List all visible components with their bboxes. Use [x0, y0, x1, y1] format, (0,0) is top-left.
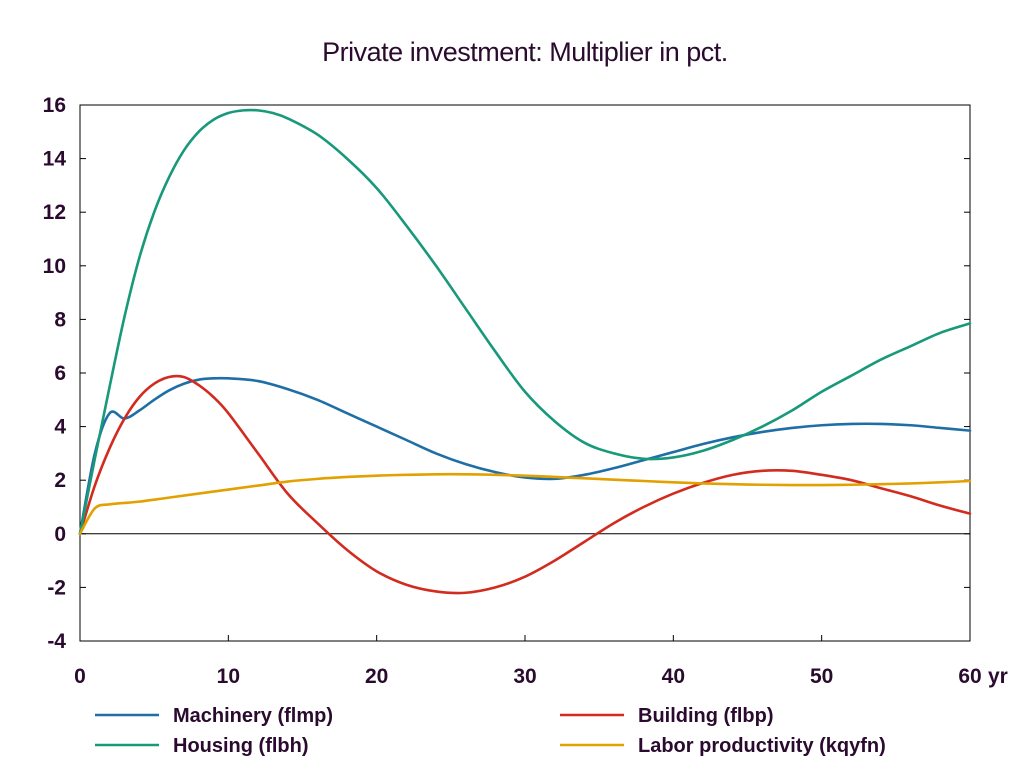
- x-tick-label: 30: [513, 665, 536, 688]
- y-tick-label: 2: [54, 469, 66, 492]
- x-tick-label: 40: [662, 665, 685, 688]
- y-tick-label: 0: [54, 523, 66, 546]
- y-tick-label: -2: [47, 576, 66, 599]
- series-line-machinery-flmp: [78, 376, 972, 536]
- x-tick-label: 0: [74, 665, 86, 688]
- series-line-building-flbp: [78, 374, 972, 595]
- x-unit-label: yr: [988, 665, 1008, 688]
- chart-title: Private investment: Multiplier in pct.: [322, 37, 728, 67]
- y-tick-label: 12: [43, 201, 66, 224]
- legend: Machinery (flmp) Building (flbp) Housing (…: [95, 705, 886, 757]
- y-tick-label: 8: [54, 308, 66, 331]
- y-tick-label: 4: [54, 416, 66, 439]
- y-tick-label: 14: [43, 148, 67, 171]
- y-tick-label: 6: [54, 362, 66, 385]
- x-tick-label: 50: [810, 665, 833, 688]
- legend-label-machinery-flmp: Machinery (flmp): [173, 705, 333, 727]
- x-tick-label: 10: [217, 665, 240, 688]
- series-line-labor-productivity-kqyfn: [78, 472, 972, 536]
- legend-label-labor-productivity-kqyfn: Labor productivity (kqyfn): [638, 735, 886, 757]
- y-tick-label: -4: [47, 630, 66, 653]
- x-tick-label: 60: [958, 665, 981, 688]
- x-tick-label: 20: [365, 665, 388, 688]
- series-lines: [78, 108, 972, 595]
- legend-label-building-flbp: Building (flbp): [638, 705, 774, 727]
- legend-label-housing-flbh: Housing (flbh): [173, 735, 309, 757]
- y-tick-label: 16: [43, 94, 66, 117]
- plot-area-frame: [79, 104, 971, 642]
- series-line-housing-flbh: [78, 108, 972, 536]
- y-tick-label: 10: [43, 255, 66, 278]
